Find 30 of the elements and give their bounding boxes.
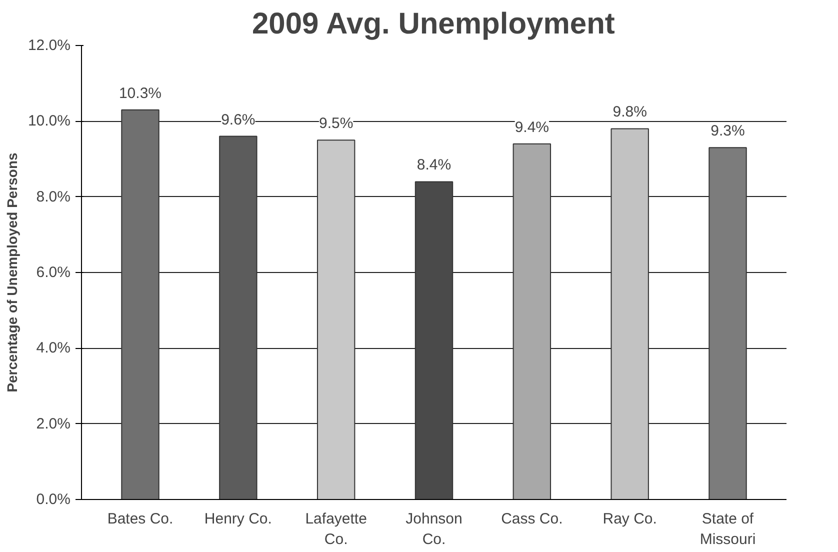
x-tick-label: State of Missouri xyxy=(700,510,756,548)
y-tick-label: 4.0% xyxy=(36,340,71,357)
y-axis-title: Percentage of Unemployed Persons xyxy=(4,152,20,392)
bar xyxy=(512,143,552,500)
bar xyxy=(610,128,649,500)
bar xyxy=(414,181,454,500)
x-tick-label: Lafayette Co. xyxy=(305,510,367,548)
chart-title: 2009 Avg. Unemployment xyxy=(252,8,615,40)
y-tick-label: 8.0% xyxy=(36,188,71,206)
y-tick-label: 0.0% xyxy=(36,491,71,508)
data-label: 9.5% xyxy=(318,115,354,132)
data-label: 8.4% xyxy=(416,156,452,174)
x-tick-label: Ray Co. xyxy=(602,510,657,528)
bar xyxy=(121,109,160,500)
data-label: 10.3% xyxy=(118,84,162,102)
bar xyxy=(708,147,747,500)
bar xyxy=(316,140,356,500)
data-label: 9.6% xyxy=(221,111,256,128)
y-tick-label: 6.0% xyxy=(36,264,71,281)
y-tick-label: 12.0% xyxy=(28,37,71,54)
data-label: 9.4% xyxy=(514,118,550,136)
y-tick-label: 2.0% xyxy=(36,415,71,432)
x-tick-label: Henry Co. xyxy=(204,510,272,528)
data-label: 9.3% xyxy=(710,122,745,140)
data-label: 9.8% xyxy=(612,104,647,121)
x-tick-label: Cass Co. xyxy=(501,510,563,528)
x-tick-label: Johnson Co. xyxy=(406,510,462,548)
y-tick-label: 10.0% xyxy=(28,112,71,130)
bar xyxy=(219,136,258,500)
x-tick-label: Bates Co. xyxy=(107,510,174,528)
